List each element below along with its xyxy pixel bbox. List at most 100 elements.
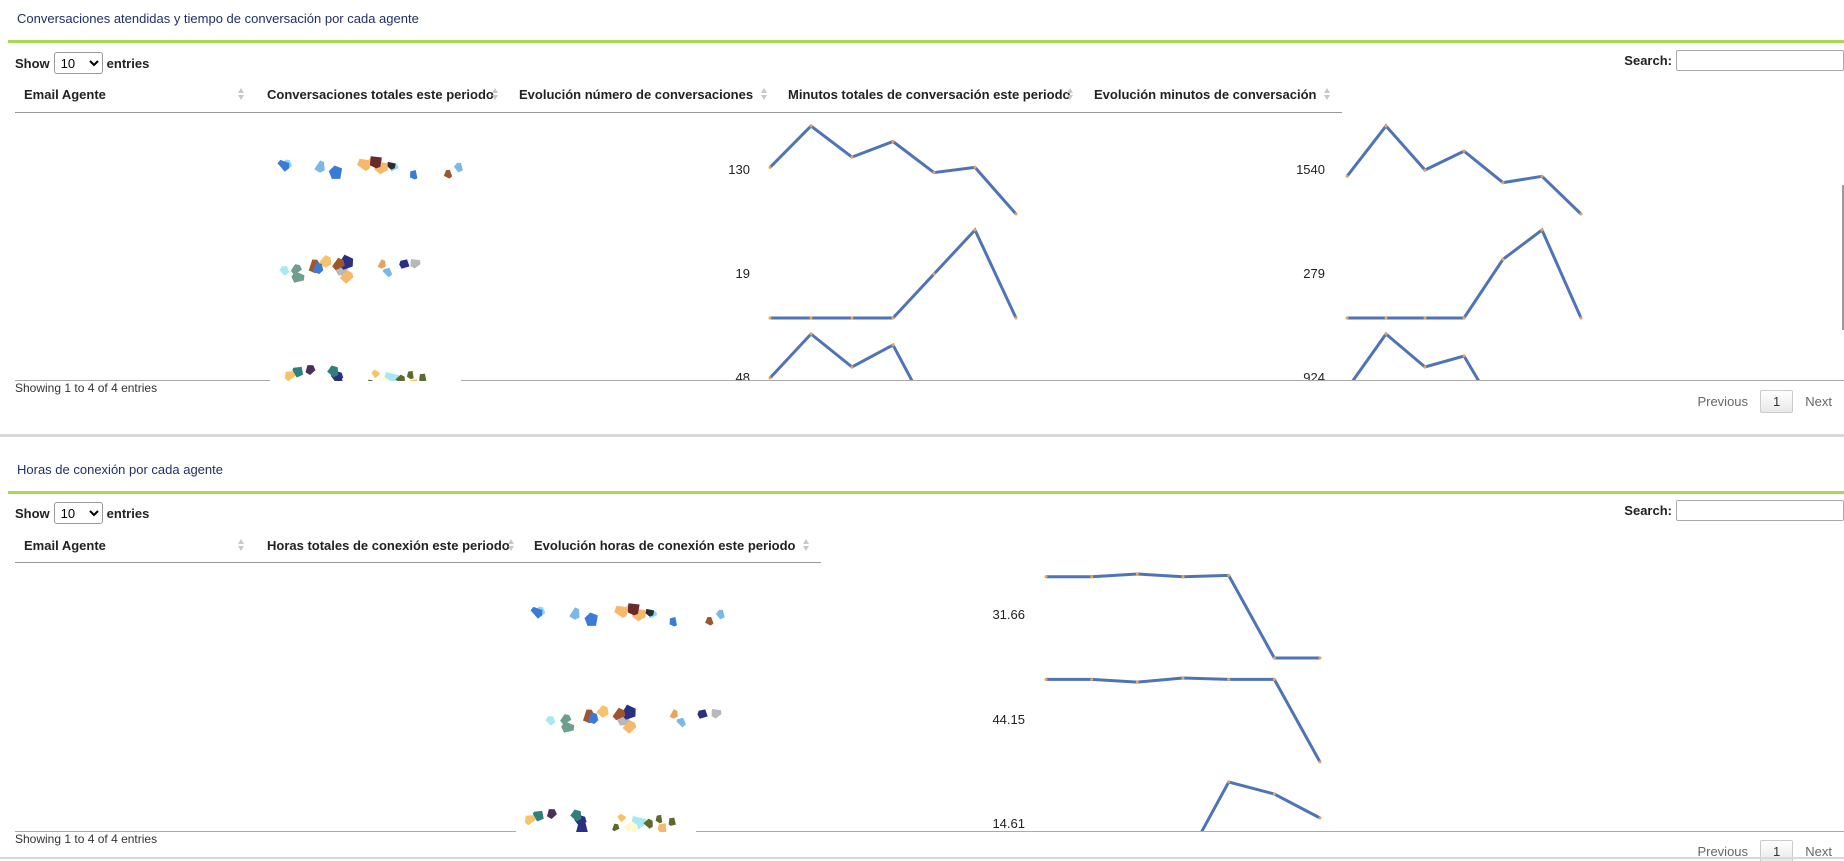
sparkline-point	[973, 165, 977, 169]
sparkline-point	[1423, 316, 1427, 320]
sort-icon[interactable]	[761, 87, 768, 101]
redaction-blob	[328, 165, 343, 179]
next-page-button[interactable]: Next	[1805, 844, 1832, 859]
current-page-button[interactable]: 1	[1760, 840, 1794, 861]
sparkline-point	[1227, 677, 1231, 681]
column-header-hours-trend[interactable]: Evolución horas de conexión este periodo	[534, 538, 796, 553]
page-length-select[interactable]: 10	[53, 52, 103, 74]
column-header-total-hours[interactable]: Horas totales de conexión este periodo	[267, 538, 510, 553]
sparkline-point	[891, 316, 895, 320]
sparkline-point	[1540, 228, 1544, 232]
sparkline-point	[1318, 656, 1322, 660]
redaction-blob	[547, 809, 557, 819]
column-header-minutes-trend[interactable]: Evolución minutos de conversación	[1094, 87, 1317, 102]
redaction-blob	[545, 716, 556, 726]
total-minutes-cell: 279	[1303, 266, 1325, 281]
sparkline-point	[1090, 575, 1094, 579]
conversations-panel: Conversaciones atendidas y tiempo de con…	[0, 11, 1844, 436]
search-input[interactable]	[1676, 500, 1844, 521]
redaction-blob	[314, 160, 325, 173]
redaction-blob	[532, 810, 544, 822]
sort-icon[interactable]	[803, 538, 810, 552]
scrollbar-thumb[interactable]	[1842, 185, 1844, 330]
sort-icon[interactable]	[1324, 87, 1331, 101]
previous-page-button[interactable]: Previous	[1697, 844, 1749, 859]
redaction-blob	[369, 156, 382, 169]
sort-icon[interactable]	[508, 538, 515, 552]
sort-icon[interactable]	[1067, 87, 1074, 101]
connection-hours-sparkline	[1046, 572, 1320, 660]
column-header-total-minutes[interactable]: Minutos totales de conversación este per…	[788, 87, 1071, 102]
conversations-sparkline	[768, 124, 1018, 215]
sparkline-point	[1423, 365, 1427, 369]
redaction-blob	[285, 371, 296, 382]
redaction-blob	[419, 373, 427, 382]
sparkline-point	[1384, 332, 1388, 336]
sparkline-point	[1044, 677, 1048, 681]
redaction-blob	[617, 813, 626, 823]
redaction-blob	[525, 815, 536, 826]
redaction-blob	[676, 717, 686, 728]
pagination: Previous 1 Next	[1685, 840, 1844, 861]
total-hours-cell: 14.61	[992, 816, 1025, 831]
sparkline-point	[932, 171, 936, 175]
redaction-blob	[357, 158, 371, 171]
sparkline-point	[850, 316, 854, 320]
sort-icon[interactable]	[238, 538, 245, 552]
redaction-blob	[387, 161, 396, 170]
redaction-blob	[290, 264, 302, 275]
column-header-total-conversations[interactable]: Conversaciones totales este periodo	[267, 87, 494, 102]
sort-icon[interactable]	[238, 87, 245, 101]
sparkline-point	[1044, 575, 1048, 579]
search-label: Search:	[1624, 53, 1672, 68]
search-control: Search:	[1624, 500, 1844, 521]
redaction-blob	[327, 365, 339, 378]
sparkline-point	[1227, 573, 1231, 577]
page-length-select[interactable]: 10	[53, 502, 103, 524]
redaction-blob	[584, 612, 598, 626]
sparkline-point	[768, 376, 772, 380]
sparkline-point	[1272, 792, 1276, 796]
column-header-email[interactable]: Email Agente	[24, 538, 106, 553]
body-bottom-divider	[15, 380, 270, 381]
minutes-sparkline	[1345, 123, 1583, 216]
table-footer-area	[0, 381, 1844, 436]
sparkline-point	[850, 155, 854, 159]
table-info: Showing 1 to 4 of 4 entries	[15, 832, 158, 846]
redaction-blob	[561, 721, 575, 733]
redaction-blob	[453, 162, 463, 173]
redaction-blob	[332, 257, 345, 271]
show-label: Show	[15, 55, 50, 71]
sparkline-point	[1272, 677, 1276, 681]
redaction-blob	[319, 255, 332, 268]
redaction-blob	[657, 823, 667, 833]
redaction-blob	[292, 366, 304, 378]
entries-label: entries	[106, 55, 150, 71]
redaction-blob	[377, 259, 386, 269]
redaction-blob	[655, 814, 663, 824]
sparkline-layer	[768, 123, 1583, 425]
pagination: Previous 1 Next	[1685, 390, 1844, 413]
total-hours-cell: 31.66	[992, 607, 1025, 622]
redaction-blob	[569, 607, 580, 620]
redaction-blob	[697, 709, 708, 719]
sparkline-point	[1501, 257, 1505, 261]
sort-icon[interactable]	[492, 87, 499, 101]
redaction-blob	[711, 709, 722, 719]
connection-hours-sparkline	[1184, 780, 1321, 861]
current-page-button[interactable]: 1	[1760, 390, 1794, 413]
column-header-email[interactable]: Email Agente	[24, 87, 106, 102]
previous-page-button[interactable]: Previous	[1697, 394, 1749, 409]
sparkline-point	[932, 272, 936, 276]
minutes-sparkline	[1347, 227, 1583, 320]
total-hours-cell: 44.15	[992, 712, 1025, 727]
redaction-blob	[410, 170, 418, 180]
next-page-button[interactable]: Next	[1805, 394, 1832, 409]
panel-divider	[0, 857, 1844, 859]
redaction-blob	[669, 617, 677, 627]
search-input[interactable]	[1676, 50, 1844, 71]
sparkline-point	[809, 316, 813, 320]
column-header-conversations-trend[interactable]: Evolución número de conversaciones	[519, 87, 754, 102]
sparkline-point	[1462, 149, 1466, 153]
sparkline-point	[973, 228, 977, 232]
